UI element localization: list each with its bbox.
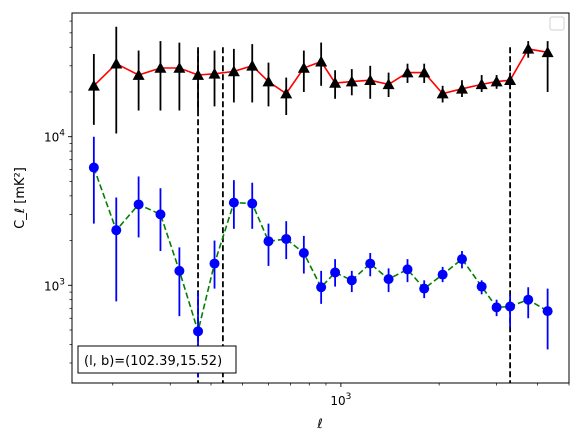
x-axis-label: ℓ [316, 417, 322, 432]
series-0-point-15 [364, 74, 377, 86]
series-0-point-19 [436, 87, 449, 99]
series-0-point-2 [132, 69, 145, 80]
series-1-point-25 [542, 306, 553, 317]
series-1-point-8 [247, 198, 258, 209]
series-1-point-19 [437, 269, 448, 280]
series-1-point-13 [330, 267, 341, 278]
series-1-point-0 [88, 162, 99, 173]
series-1-point-17 [402, 264, 413, 275]
series-0-point-9 [262, 75, 275, 87]
annotation-frame [77, 345, 237, 374]
series-0-point-18 [418, 66, 431, 78]
series-1-point-24 [523, 294, 534, 305]
series-1-point-5 [193, 326, 204, 337]
series-0-point-3 [154, 61, 167, 73]
series-0-point-11 [297, 61, 310, 73]
series-0-point-1 [110, 57, 123, 69]
series-0-point-24 [522, 42, 535, 54]
plot-frame [71, 12, 570, 384]
y-tick-label-10000: 104 [44, 129, 65, 145]
series-1-point-1 [111, 225, 122, 236]
series-0-point-6 [208, 67, 221, 79]
series-0-point-8 [246, 59, 259, 71]
series-1-point-14 [346, 275, 357, 286]
series-1-point-21 [476, 281, 487, 292]
series-1-point-11 [298, 247, 309, 258]
plot-content [87, 26, 554, 383]
annotation-box: (l, b)=(102.39,15.52) [77, 345, 237, 374]
series-0-point-21 [475, 78, 488, 90]
series-1-line [93, 167, 549, 335]
series-1-point-23 [505, 301, 516, 312]
series-0-point-12 [315, 55, 328, 67]
y-axis-label: C_ℓ [mK²] [13, 167, 28, 229]
series-0-point-5 [192, 69, 205, 80]
series-1-point-10 [281, 233, 292, 244]
series-0-point-4 [173, 61, 186, 73]
series-1-point-9 [263, 236, 274, 247]
annotation-text: (l, b)=(102.39,15.52) [84, 354, 222, 369]
series-0-point-13 [329, 76, 342, 88]
series-1-point-20 [456, 254, 467, 265]
series-0-point-25 [541, 46, 554, 58]
series-0-point-22 [490, 75, 503, 87]
series-0-point-10 [280, 87, 293, 99]
series-1-point-18 [419, 283, 430, 294]
axes: 103 103 104 [44, 20, 570, 408]
y-tick-label-1000: 103 [44, 277, 65, 293]
x-tick-label-1000: 103 [330, 392, 351, 408]
series-0-point-23 [504, 74, 517, 86]
series-1-point-2 [133, 199, 144, 210]
series-0-point-17 [401, 66, 414, 78]
series-1-point-4 [174, 265, 185, 276]
series-1-point-12 [316, 282, 327, 293]
series-1-point-22 [491, 302, 502, 313]
series-0-point-20 [455, 82, 468, 94]
legend-box [549, 16, 565, 31]
series-1-point-7 [228, 197, 239, 208]
series-0-point-0 [87, 79, 100, 91]
series-0-point-14 [345, 75, 358, 87]
series-1-point-3 [155, 209, 166, 220]
series-1-point-6 [209, 258, 220, 269]
series-0-point-7 [227, 65, 240, 77]
series-1-point-16 [383, 274, 394, 285]
series-0-point-16 [382, 78, 395, 90]
series-1-point-15 [365, 258, 376, 269]
